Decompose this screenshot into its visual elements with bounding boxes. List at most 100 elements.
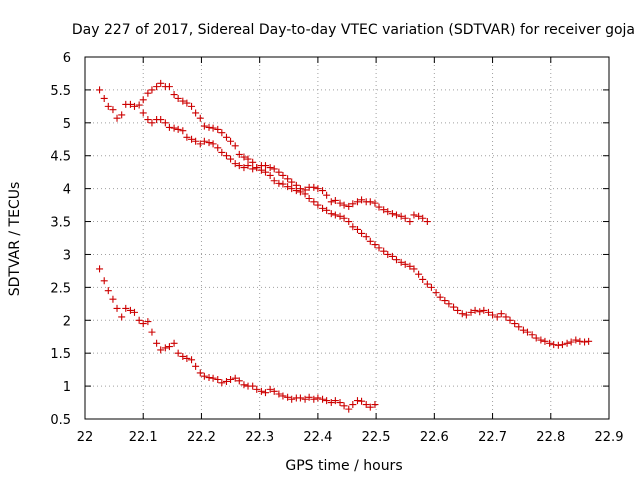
data-point	[319, 187, 327, 195]
data-point	[340, 402, 348, 410]
y-tick-label: 2.5	[50, 281, 71, 296]
data-point	[392, 211, 400, 219]
data-point	[537, 336, 545, 344]
data-point	[515, 323, 523, 331]
data-point	[310, 183, 318, 191]
data-point	[222, 133, 230, 141]
data-point	[214, 376, 222, 384]
data-point	[222, 152, 230, 160]
data-point	[214, 144, 222, 152]
data-point	[249, 382, 257, 390]
data-point	[240, 164, 248, 172]
data-point	[174, 125, 182, 133]
data-point	[139, 320, 147, 328]
data-point	[340, 214, 348, 222]
data-point	[253, 385, 261, 393]
y-tick-label: 1	[63, 380, 71, 395]
data-point	[305, 195, 313, 203]
data-point	[109, 295, 117, 303]
data-point	[174, 349, 182, 357]
data-point	[323, 206, 331, 214]
data-point	[153, 83, 161, 91]
data-point	[144, 318, 152, 326]
x-tick-label: 22.7	[478, 430, 507, 445]
data-point	[410, 265, 418, 273]
data-point	[100, 94, 108, 102]
x-tick-label: 22.2	[187, 430, 216, 445]
data-point	[331, 211, 339, 219]
data-point	[336, 212, 344, 220]
data-point	[157, 346, 165, 354]
data-point	[532, 334, 540, 342]
data-point	[139, 96, 147, 104]
data-point	[188, 135, 196, 143]
data-point	[279, 392, 287, 400]
data-point	[371, 199, 379, 207]
data-point	[576, 337, 584, 345]
data-point	[174, 94, 182, 102]
data-point	[345, 202, 353, 210]
data-point	[541, 337, 549, 345]
data-point	[227, 376, 235, 384]
data-point	[275, 168, 283, 176]
data-point	[423, 280, 431, 288]
data-point	[397, 258, 405, 266]
data-point	[497, 310, 505, 318]
data-point	[327, 399, 335, 407]
data-point	[222, 377, 230, 385]
data-point	[489, 311, 497, 319]
data-point	[327, 210, 335, 218]
data-point	[340, 201, 348, 209]
series-track-b	[139, 109, 593, 349]
data-point	[358, 397, 366, 405]
x-tick-label: 22	[77, 430, 94, 445]
data-point	[358, 229, 366, 237]
data-point	[192, 137, 200, 145]
x-tick-label: 22.3	[245, 430, 274, 445]
data-point	[450, 303, 458, 311]
data-point	[458, 310, 466, 318]
data-point	[345, 405, 353, 413]
data-point	[244, 162, 252, 170]
data-point	[336, 199, 344, 207]
data-point	[249, 158, 257, 166]
data-point	[310, 395, 318, 403]
data-point	[235, 377, 243, 385]
data-point	[480, 306, 488, 314]
data-point	[371, 241, 379, 249]
data-point	[266, 164, 274, 172]
data-point	[261, 162, 269, 170]
data-point	[135, 316, 143, 324]
data-point	[270, 165, 278, 173]
data-point	[109, 106, 117, 114]
data-point	[462, 311, 470, 319]
data-point	[323, 191, 331, 199]
y-tick-label: 3	[63, 248, 71, 263]
data-point	[296, 185, 304, 193]
data-point	[292, 181, 300, 189]
data-point	[401, 214, 409, 222]
data-point	[227, 137, 235, 145]
data-point	[170, 91, 178, 99]
y-tick-label: 5.5	[50, 84, 71, 99]
data-point	[471, 306, 479, 314]
data-point	[183, 354, 191, 362]
data-points	[96, 79, 593, 413]
data-point	[104, 102, 112, 110]
y-tick-label: 3.5	[50, 216, 71, 231]
data-point	[227, 155, 235, 163]
data-point	[423, 218, 431, 226]
data-point	[275, 179, 283, 187]
data-point	[366, 237, 374, 245]
data-point	[244, 155, 252, 163]
data-point	[179, 352, 187, 360]
data-point	[401, 260, 409, 268]
axis-ticks	[84, 56, 610, 420]
data-point	[585, 337, 593, 345]
series-track-c	[96, 265, 379, 413]
data-point	[349, 200, 357, 208]
data-point	[415, 212, 423, 220]
data-point	[266, 385, 274, 393]
data-point	[349, 401, 357, 409]
